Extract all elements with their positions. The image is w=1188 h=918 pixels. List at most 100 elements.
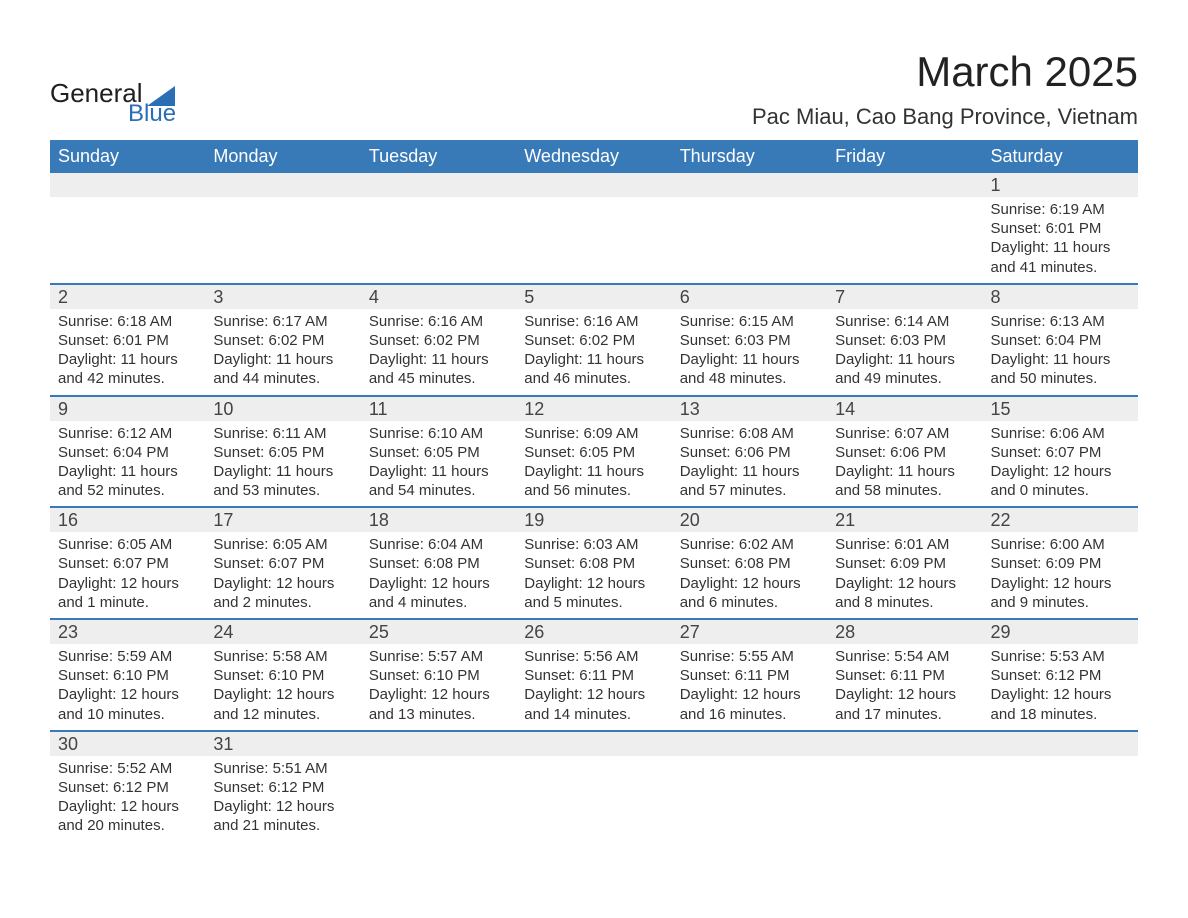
daylight2-text: and 18 minutes. [991, 705, 1130, 724]
sunrise-text: Sunrise: 6:16 AM [524, 312, 663, 331]
sunset-text: Sunset: 6:02 PM [369, 331, 508, 350]
day-number: 10 [205, 397, 360, 421]
day-detail: Sunrise: 6:18 AMSunset: 6:01 PMDaylight:… [50, 309, 205, 395]
day-number: 27 [672, 620, 827, 644]
day-detail: Sunrise: 6:00 AMSunset: 6:09 PMDaylight:… [983, 532, 1138, 618]
sunrise-text: Sunrise: 6:05 AM [58, 535, 197, 554]
weeks-container: 1Sunrise: 6:19 AMSunset: 6:01 PMDaylight… [50, 173, 1138, 842]
day-detail [672, 756, 827, 842]
month-title: March 2025 [752, 48, 1138, 96]
daylight1-text: Daylight: 12 hours [991, 685, 1130, 704]
day-header: Wednesday [516, 140, 671, 173]
sunrise-text: Sunrise: 6:19 AM [991, 200, 1130, 219]
daylight1-text: Daylight: 12 hours [991, 574, 1130, 593]
day-number: 21 [827, 508, 982, 532]
sunset-text: Sunset: 6:12 PM [58, 778, 197, 797]
sunrise-text: Sunrise: 5:52 AM [58, 759, 197, 778]
daynum-row: 1 [50, 173, 1138, 197]
sunset-text: Sunset: 6:03 PM [835, 331, 974, 350]
daynum-row: 16171819202122 [50, 506, 1138, 532]
day-number: 29 [983, 620, 1138, 644]
day-number: 2 [50, 285, 205, 309]
daylight2-text: and 54 minutes. [369, 481, 508, 500]
day-number: 18 [361, 508, 516, 532]
day-header: Friday [827, 140, 982, 173]
day-detail: Sunrise: 6:01 AMSunset: 6:09 PMDaylight:… [827, 532, 982, 618]
daylight1-text: Daylight: 11 hours [991, 350, 1130, 369]
sunrise-text: Sunrise: 6:12 AM [58, 424, 197, 443]
daylight2-text: and 5 minutes. [524, 593, 663, 612]
sunrise-text: Sunrise: 5:59 AM [58, 647, 197, 666]
day-number [983, 732, 1138, 756]
sunrise-text: Sunrise: 6:09 AM [524, 424, 663, 443]
sunrise-text: Sunrise: 5:57 AM [369, 647, 508, 666]
day-number: 17 [205, 508, 360, 532]
day-number: 31 [205, 732, 360, 756]
day-detail: Sunrise: 5:54 AMSunset: 6:11 PMDaylight:… [827, 644, 982, 730]
day-number [827, 732, 982, 756]
daylight1-text: Daylight: 12 hours [213, 685, 352, 704]
day-detail [361, 197, 516, 283]
day-number: 26 [516, 620, 671, 644]
sunset-text: Sunset: 6:11 PM [680, 666, 819, 685]
daylight1-text: Daylight: 12 hours [369, 685, 508, 704]
day-number: 9 [50, 397, 205, 421]
day-number [205, 173, 360, 197]
daylight2-text: and 42 minutes. [58, 369, 197, 388]
sunset-text: Sunset: 6:11 PM [524, 666, 663, 685]
day-detail: Sunrise: 6:06 AMSunset: 6:07 PMDaylight:… [983, 421, 1138, 507]
day-header: Monday [205, 140, 360, 173]
sunset-text: Sunset: 6:01 PM [58, 331, 197, 350]
daylight2-text: and 56 minutes. [524, 481, 663, 500]
sunset-text: Sunset: 6:12 PM [991, 666, 1130, 685]
day-number: 15 [983, 397, 1138, 421]
sunset-text: Sunset: 6:03 PM [680, 331, 819, 350]
day-detail: Sunrise: 6:02 AMSunset: 6:08 PMDaylight:… [672, 532, 827, 618]
sunset-text: Sunset: 6:04 PM [991, 331, 1130, 350]
day-detail: Sunrise: 5:51 AMSunset: 6:12 PMDaylight:… [205, 756, 360, 842]
daylight2-text: and 2 minutes. [213, 593, 352, 612]
daylight2-text: and 46 minutes. [524, 369, 663, 388]
title-block: March 2025 Pac Miau, Cao Bang Province, … [752, 48, 1138, 130]
sunset-text: Sunset: 6:08 PM [524, 554, 663, 573]
daylight1-text: Daylight: 11 hours [680, 462, 819, 481]
day-number: 11 [361, 397, 516, 421]
detail-row: Sunrise: 6:12 AMSunset: 6:04 PMDaylight:… [50, 421, 1138, 507]
day-header: Thursday [672, 140, 827, 173]
daylight2-text: and 12 minutes. [213, 705, 352, 724]
daylight2-text: and 10 minutes. [58, 705, 197, 724]
daylight1-text: Daylight: 12 hours [58, 685, 197, 704]
sunset-text: Sunset: 6:02 PM [213, 331, 352, 350]
sunrise-text: Sunrise: 6:05 AM [213, 535, 352, 554]
sunset-text: Sunset: 6:02 PM [524, 331, 663, 350]
day-number: 14 [827, 397, 982, 421]
daylight2-text: and 45 minutes. [369, 369, 508, 388]
sunrise-text: Sunrise: 6:04 AM [369, 535, 508, 554]
detail-row: Sunrise: 5:59 AMSunset: 6:10 PMDaylight:… [50, 644, 1138, 730]
day-detail: Sunrise: 6:09 AMSunset: 6:05 PMDaylight:… [516, 421, 671, 507]
sunset-text: Sunset: 6:12 PM [213, 778, 352, 797]
daylight1-text: Daylight: 11 hours [213, 462, 352, 481]
sunrise-text: Sunrise: 6:02 AM [680, 535, 819, 554]
sunrise-text: Sunrise: 6:16 AM [369, 312, 508, 331]
sunset-text: Sunset: 6:10 PM [213, 666, 352, 685]
sunrise-text: Sunrise: 6:15 AM [680, 312, 819, 331]
day-number: 4 [361, 285, 516, 309]
day-number: 30 [50, 732, 205, 756]
daylight1-text: Daylight: 12 hours [524, 685, 663, 704]
sunrise-text: Sunrise: 6:10 AM [369, 424, 508, 443]
day-number [827, 173, 982, 197]
location-text: Pac Miau, Cao Bang Province, Vietnam [752, 104, 1138, 130]
day-number [50, 173, 205, 197]
daylight1-text: Daylight: 12 hours [213, 574, 352, 593]
day-detail: Sunrise: 6:15 AMSunset: 6:03 PMDaylight:… [672, 309, 827, 395]
daylight1-text: Daylight: 12 hours [58, 574, 197, 593]
daylight2-text: and 13 minutes. [369, 705, 508, 724]
sunset-text: Sunset: 6:10 PM [369, 666, 508, 685]
daylight1-text: Daylight: 11 hours [835, 350, 974, 369]
day-detail: Sunrise: 6:03 AMSunset: 6:08 PMDaylight:… [516, 532, 671, 618]
daylight1-text: Daylight: 12 hours [524, 574, 663, 593]
detail-row: Sunrise: 5:52 AMSunset: 6:12 PMDaylight:… [50, 756, 1138, 842]
day-detail: Sunrise: 5:52 AMSunset: 6:12 PMDaylight:… [50, 756, 205, 842]
detail-row: Sunrise: 6:19 AMSunset: 6:01 PMDaylight:… [50, 197, 1138, 283]
